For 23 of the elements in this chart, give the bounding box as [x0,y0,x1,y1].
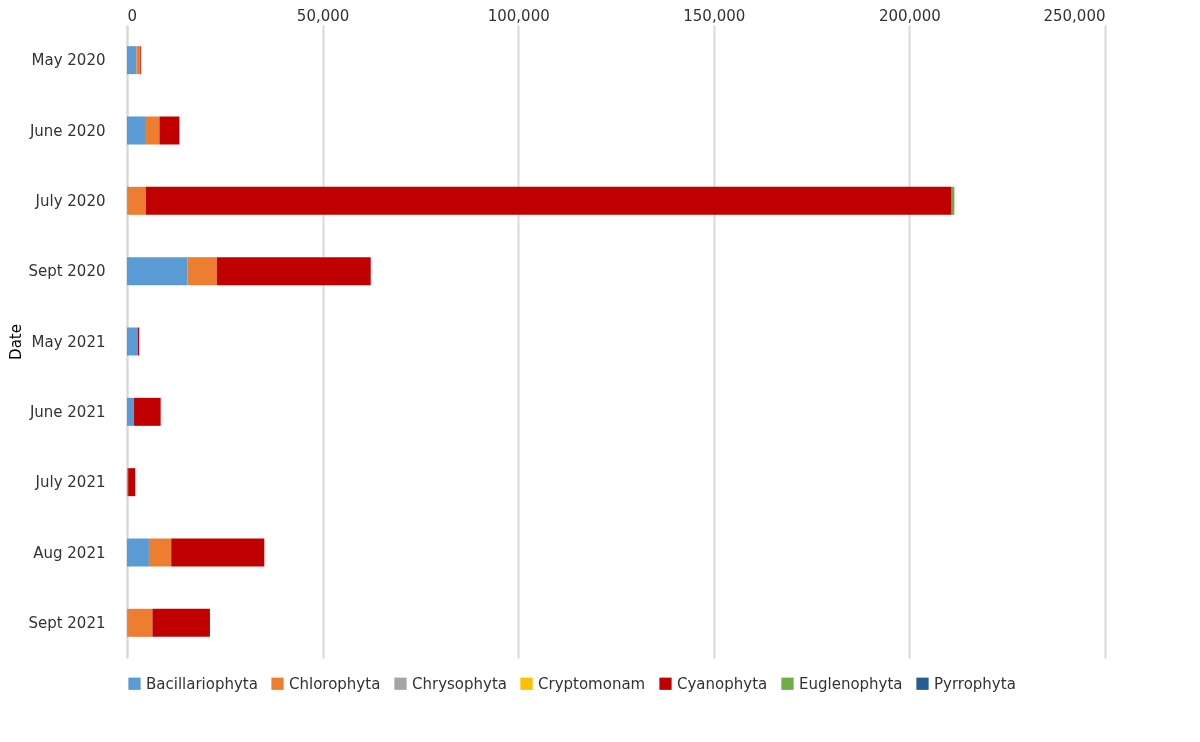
x-tick-label: 0 [127,6,138,25]
x-tick-label: 100,000 [487,6,550,25]
y-tick-label: May 2020 [31,51,106,70]
x-tick-label: 50,000 [296,6,350,25]
legend-label: Cyanophyta [677,674,768,693]
y-tick-label: Aug 2021 [33,543,106,562]
y-tick-label: Sept 2021 [28,613,106,632]
x-tick-label: 250,000 [1043,6,1106,25]
x-tick-label: 150,000 [683,6,746,25]
legend-label: Euglenophyta [799,674,903,693]
legend-label: Chlorophyta [289,674,381,693]
y-tick-label: May 2021 [31,332,106,351]
legend-label: Chrysophyta [412,674,507,693]
y-tick-label: June 2021 [28,402,106,421]
legend-label: Bacillariophyta [146,674,258,693]
y-axis-title: Date [7,324,26,360]
legend-label: Cryptomonam [538,674,646,693]
y-tick-label: July 2020 [34,191,106,210]
y-tick-label: July 2021 [34,473,106,492]
x-tick-label: 200,000 [878,6,941,25]
legend-label: Pyrrophyta [934,674,1016,693]
y-tick-label: Sept 2020 [28,262,106,281]
y-tick-label: June 2020 [28,121,106,140]
